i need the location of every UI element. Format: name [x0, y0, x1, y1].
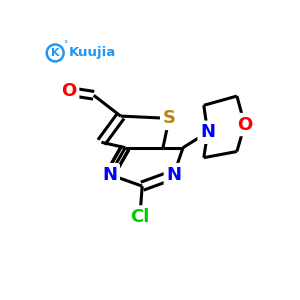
Text: N: N: [200, 123, 215, 141]
Text: Cl: Cl: [130, 208, 150, 226]
Text: O: O: [61, 82, 77, 100]
Text: S: S: [163, 110, 176, 128]
Text: N: N: [166, 166, 181, 184]
Text: N: N: [102, 166, 117, 184]
Text: Kuujia: Kuujia: [69, 46, 116, 59]
Text: °: °: [63, 40, 67, 49]
Text: K: K: [51, 48, 59, 58]
Text: O: O: [237, 116, 252, 134]
